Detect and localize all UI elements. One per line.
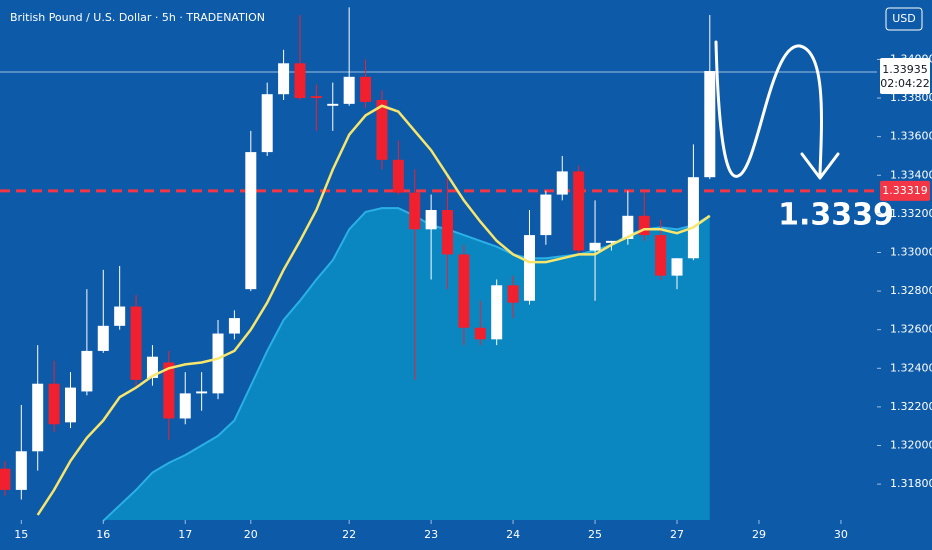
- candle-body: [491, 285, 503, 340]
- x-tick-label: 22: [342, 528, 356, 541]
- candle-body: [179, 393, 191, 419]
- candle-body: [442, 210, 454, 255]
- x-tick-label: 16: [96, 528, 110, 541]
- x-tick-label: 25: [588, 528, 602, 541]
- candle-body: [704, 71, 716, 178]
- x-tick-label: 30: [834, 528, 848, 541]
- y-tick-label: 1.32000: [890, 438, 932, 451]
- y-tick-label: 1.32600: [890, 323, 932, 336]
- candle-body: [294, 63, 306, 99]
- y-tick-label: 1.33600: [890, 130, 932, 143]
- candle-body: [310, 96, 322, 99]
- chart-title: British Pound / U.S. Dollar · 5h · TRADE…: [10, 11, 265, 24]
- candle-body: [245, 152, 257, 290]
- candle-body: [556, 171, 568, 195]
- y-tick-label: 1.31800: [890, 477, 932, 490]
- currency-box[interactable]: [885, 7, 923, 31]
- x-tick-label: 23: [424, 528, 438, 541]
- candle-body: [163, 362, 175, 419]
- x-tick-label: 20: [244, 528, 258, 541]
- candle-body: [114, 306, 126, 326]
- y-tick-label: 1.33200: [890, 207, 932, 220]
- candle-body: [622, 215, 634, 239]
- candle-body: [327, 103, 339, 106]
- last-price-box: [880, 57, 930, 94]
- candle-body: [474, 327, 486, 340]
- plot-area: [0, 7, 877, 522]
- candle-body: [605, 240, 617, 243]
- candle-body: [228, 318, 240, 334]
- candle-body: [589, 242, 601, 251]
- candle-body: [278, 63, 290, 95]
- last-price-label: 1.33935: [882, 63, 928, 76]
- x-tick-label: 29: [752, 528, 766, 541]
- candle-body: [343, 76, 355, 104]
- candle-body: [196, 391, 208, 394]
- y-tick-label: 1.32800: [890, 284, 932, 297]
- candle-body: [507, 285, 519, 303]
- drawn-arrow: [714, 40, 840, 180]
- x-tick-label: 15: [14, 528, 28, 541]
- candle-body: [376, 99, 388, 160]
- candle-body: [261, 94, 273, 153]
- x-tick-label: 24: [506, 528, 520, 541]
- candle-body: [687, 177, 699, 259]
- candle-body: [64, 387, 76, 423]
- y-tick-label: 1.32200: [890, 400, 932, 413]
- candle-body: [0, 468, 11, 490]
- candle-body: [48, 383, 60, 425]
- y-tick-label: 1.33800: [890, 91, 932, 104]
- candle-body: [146, 356, 158, 378]
- candle-body: [523, 235, 535, 301]
- candle-body: [130, 306, 142, 380]
- candle-body: [97, 325, 109, 351]
- reference-price-label: 1.33319: [882, 184, 928, 197]
- candle-body: [540, 194, 552, 236]
- candle-body: [81, 350, 93, 392]
- candle-body: [32, 383, 44, 452]
- reference-price-box: [880, 180, 930, 201]
- x-tick-label: 17: [178, 528, 192, 541]
- x-tick-label: 27: [670, 528, 684, 541]
- currency[interactable]: USD: [892, 12, 916, 25]
- candle-body: [409, 192, 421, 230]
- y-tick-label: 1.33400: [890, 168, 932, 181]
- area-fill: [103, 208, 710, 521]
- y-tick-label: 1.33000: [890, 245, 932, 258]
- candle-body: [458, 254, 470, 328]
- moving-average: [36, 104, 711, 516]
- candle-body: [573, 171, 585, 251]
- candle-body: [212, 333, 224, 394]
- countdown-label: 02:04:22: [880, 77, 929, 90]
- candle-body: [392, 159, 404, 193]
- annotation: 1.3339: [778, 198, 894, 233]
- candle-body: [360, 76, 372, 102]
- candle-body: [655, 235, 667, 276]
- candle-body: [15, 451, 27, 490]
- y-tick-label: 1.32400: [890, 361, 932, 374]
- candle-body: [638, 215, 650, 236]
- candle-body: [671, 258, 683, 276]
- candle-body: [425, 210, 437, 230]
